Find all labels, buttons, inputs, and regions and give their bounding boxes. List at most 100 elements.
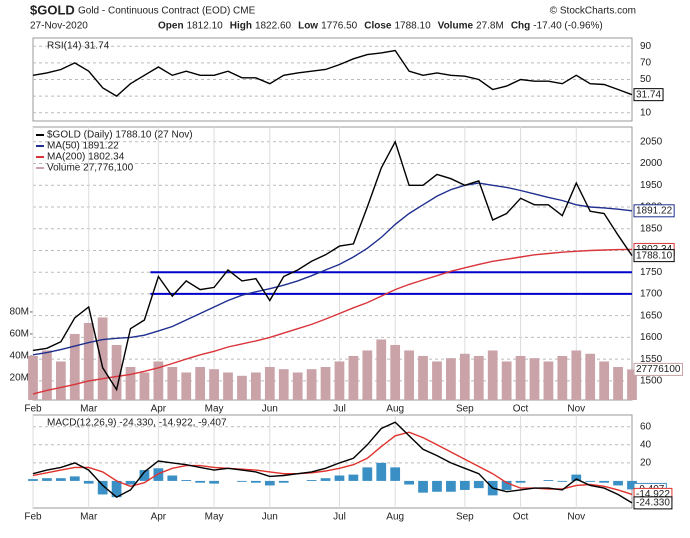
y-tick-label: 50 (640, 74, 652, 85)
bar (167, 366, 178, 400)
bar (473, 355, 484, 400)
bar (501, 480, 512, 490)
x-tick-label: Jul (333, 404, 346, 415)
bar (543, 480, 554, 481)
x-tick-label: Feb (24, 404, 42, 415)
bar (69, 333, 80, 400)
date: 27-Nov-2020 (30, 21, 88, 32)
x-tick-label: Nov (567, 512, 585, 523)
end-label: -24.330 (636, 498, 670, 509)
bar (627, 369, 637, 400)
source: © StockCharts.com (550, 6, 636, 17)
bar (362, 350, 373, 400)
bar (613, 366, 623, 400)
bar (543, 361, 554, 400)
legend-label: $GOLD (Daily) 1788.10 (27 Nov) (47, 130, 193, 141)
instrument-title: Gold - Continuous Contract (EOD) CME (78, 6, 256, 17)
bar (390, 467, 401, 481)
panel-frame (32, 37, 633, 122)
stat-label: Close (364, 21, 392, 32)
x-tick-label: Mar (80, 512, 98, 523)
bar (97, 480, 108, 495)
bar (432, 361, 442, 400)
series-line (32, 248, 633, 395)
stat-value: -17.40 (-0.96%) (533, 21, 602, 32)
bar (306, 480, 317, 481)
x-tick-label: Jun (262, 404, 278, 415)
series-line (32, 49, 633, 97)
end-label-box (633, 362, 683, 376)
x-tick-label: May (205, 404, 224, 415)
stat-label: Chg (511, 21, 530, 32)
bar (69, 476, 80, 481)
bar (167, 475, 178, 481)
y2-tick-label: 40M (10, 351, 29, 362)
bar (55, 478, 66, 481)
x-tick-label: Nov (567, 404, 585, 415)
end-label-box (633, 249, 675, 263)
end-label-box (633, 204, 675, 218)
bar (376, 462, 387, 481)
bar (459, 480, 470, 490)
stat-label: Low (298, 21, 318, 32)
bar (557, 480, 568, 482)
y2-tick-label: 60M (10, 329, 29, 340)
bar (42, 350, 52, 400)
y-tick-label: 1700 (640, 289, 663, 300)
bar (264, 480, 275, 486)
bar (153, 468, 164, 481)
y-tick-label: 1500 (640, 376, 663, 387)
bar (181, 372, 192, 400)
bar (376, 339, 387, 400)
bar (97, 317, 108, 400)
stat-value: 1776.50 (321, 21, 358, 32)
x-tick-label: Aug (386, 512, 404, 523)
bar (320, 478, 331, 481)
bar (195, 366, 206, 400)
stat-value: 1822.60 (255, 21, 292, 32)
bar (334, 361, 345, 400)
bar (585, 353, 596, 400)
bar (195, 480, 206, 483)
end-label-box (633, 496, 673, 510)
end-label: 1891.22 (636, 205, 673, 216)
bar (571, 350, 582, 400)
bar (139, 372, 150, 400)
bar (599, 480, 610, 483)
bar (473, 480, 484, 489)
series-line (32, 140, 633, 392)
bar (459, 353, 470, 400)
bar (237, 375, 247, 400)
y-tick-label: 1750 (640, 267, 663, 278)
bar (348, 355, 359, 400)
bar (585, 480, 596, 482)
bar (306, 369, 317, 400)
legend-swatch (36, 167, 44, 169)
x-tick-label: Mar (80, 404, 98, 415)
y-tick-label: 60 (640, 421, 652, 432)
panel-title: MACD(12,26,9) -24.330, -14.922, -9.407 (47, 418, 227, 429)
legend-swatch (36, 145, 44, 147)
bar (418, 355, 428, 400)
end-label: 1788.10 (636, 250, 673, 261)
bar (111, 344, 122, 400)
end-label: 27776100 (636, 364, 681, 375)
bar (153, 361, 164, 400)
bar (501, 361, 512, 400)
x-tick-label: Oct (513, 512, 529, 523)
symbol: $GOLD (30, 2, 75, 17)
series-line (32, 431, 633, 496)
bar (334, 475, 345, 481)
y-tick-label: 1850 (640, 223, 663, 234)
y-tick-label: 2000 (640, 158, 663, 169)
bar (362, 467, 373, 481)
y-tick-label: 10 (640, 107, 652, 118)
x-tick-label: Sep (456, 512, 474, 523)
bar (251, 480, 261, 483)
bar (28, 479, 38, 481)
x-tick-label: Sep (456, 404, 474, 415)
x-tick-label: Feb (24, 512, 42, 523)
stat-label: Open (158, 21, 184, 32)
bar (125, 366, 136, 400)
bar (278, 480, 289, 483)
